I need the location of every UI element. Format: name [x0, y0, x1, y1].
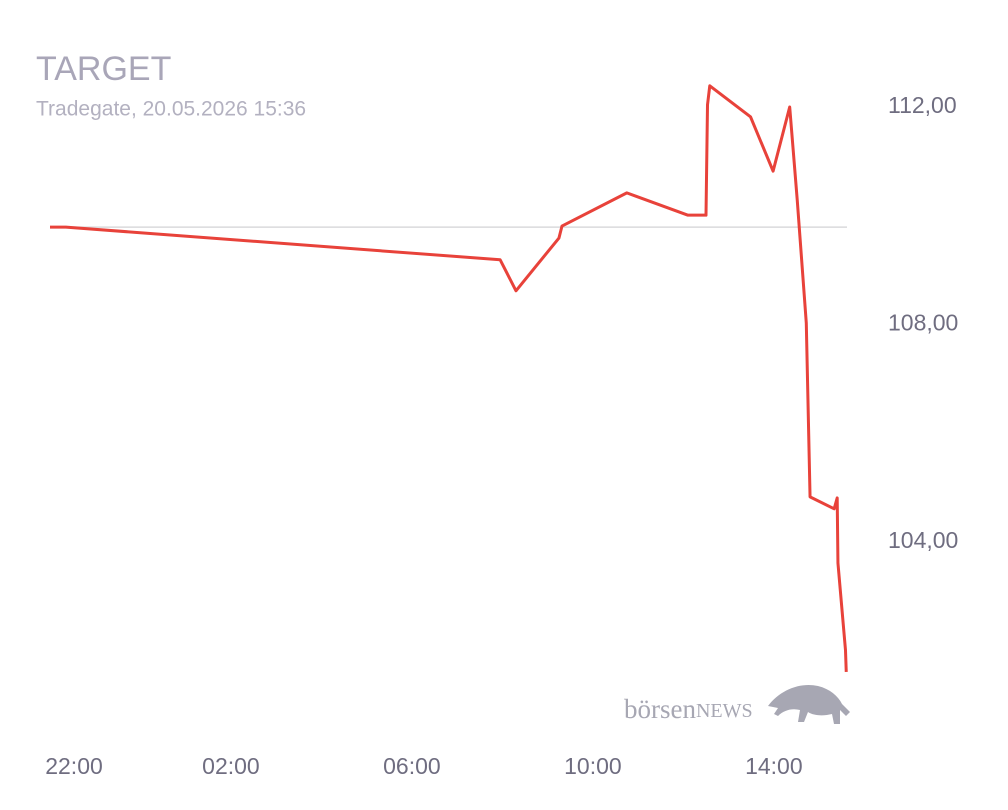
y-tick-label: 108,00: [888, 310, 958, 336]
x-tick-label: 02:00: [202, 753, 260, 779]
x-tick-label: 14:00: [745, 753, 803, 779]
chart-title: TARGET: [36, 50, 171, 88]
watermark-part: NEWS: [696, 700, 753, 722]
y-tick-label: 112,00: [888, 92, 957, 118]
watermark-text: börsenNEWS: [624, 694, 753, 724]
chart-subtitle: Tradegate, 20.05.2026 15:36: [36, 98, 306, 121]
x-tick-label: 10:00: [564, 753, 622, 779]
y-tick-label: 104,00: [888, 527, 958, 553]
watermark: börsenNEWS: [624, 684, 850, 724]
watermark-part: börsen: [624, 694, 696, 724]
bull-icon: [768, 684, 850, 724]
x-tick-label: 06:00: [383, 753, 441, 779]
price-line: [50, 84, 848, 672]
x-tick-label: 22:00: [45, 753, 103, 779]
